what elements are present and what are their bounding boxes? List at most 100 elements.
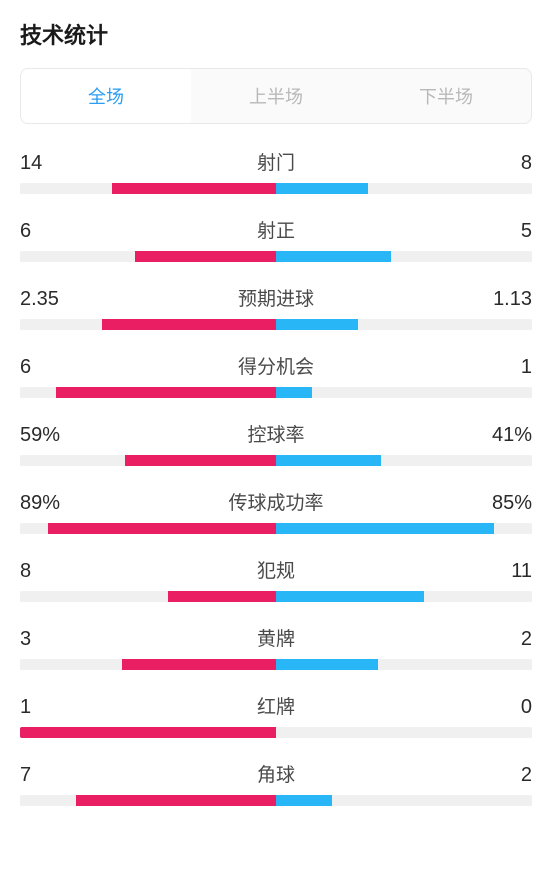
stat-row: 59%控球率41% — [20, 420, 532, 466]
bar-right-track — [276, 591, 532, 602]
stat-label: 控球率 — [80, 420, 472, 447]
bar-right-track — [276, 183, 532, 194]
bar-right-fill — [276, 387, 312, 398]
bar-right-fill — [276, 319, 358, 330]
bar-left-fill — [135, 251, 276, 262]
bar-right-fill — [276, 591, 424, 602]
tab-first-half[interactable]: 上半场 — [191, 69, 361, 123]
bar-right-fill — [276, 523, 494, 534]
stat-left-value: 6 — [20, 356, 80, 379]
stat-row: 1红牌0 — [20, 692, 532, 738]
bar-left-track — [20, 659, 276, 670]
bar-left-fill — [76, 795, 276, 806]
bar-left-track — [20, 387, 276, 398]
bar-left-track — [20, 727, 276, 738]
stat-row: 89%传球成功率85% — [20, 488, 532, 534]
bar-left-track — [20, 523, 276, 534]
stat-bar — [20, 795, 532, 806]
stat-bar — [20, 659, 532, 670]
stat-right-value: 5 — [472, 220, 532, 243]
bar-right-track — [276, 455, 532, 466]
stat-label: 犯规 — [80, 556, 472, 583]
stat-row: 2.35预期进球1.13 — [20, 284, 532, 330]
stat-header: 59%控球率41% — [20, 420, 532, 447]
stat-header: 89%传球成功率85% — [20, 488, 532, 515]
page-title: 技术统计 — [20, 18, 532, 50]
bar-right-track — [276, 795, 532, 806]
stat-bar — [20, 591, 532, 602]
stat-left-value: 6 — [20, 220, 80, 243]
bar-right-track — [276, 523, 532, 534]
stats-list: 14射门86射正52.35预期进球1.136得分机会159%控球率41%89%传… — [20, 148, 532, 806]
stat-bar — [20, 387, 532, 398]
bar-right-track — [276, 387, 532, 398]
stat-left-value: 2.35 — [20, 288, 80, 311]
stat-right-value: 1.13 — [472, 288, 532, 311]
bar-right-fill — [276, 795, 332, 806]
bar-right-track — [276, 727, 532, 738]
stat-left-value: 59% — [20, 424, 80, 447]
stat-header: 2.35预期进球1.13 — [20, 284, 532, 311]
bar-right-fill — [276, 183, 368, 194]
stat-bar — [20, 455, 532, 466]
stat-label: 黄牌 — [80, 624, 472, 651]
bar-left-fill — [112, 183, 276, 194]
bar-left-track — [20, 591, 276, 602]
tab-full[interactable]: 全场 — [21, 69, 191, 123]
bar-left-fill — [56, 387, 276, 398]
stat-label: 传球成功率 — [80, 488, 472, 515]
stat-bar — [20, 183, 532, 194]
stat-right-value: 11 — [472, 560, 532, 583]
bar-left-fill — [20, 727, 276, 738]
stat-bar — [20, 251, 532, 262]
stat-header: 3黄牌2 — [20, 624, 532, 651]
stat-label: 射门 — [80, 148, 472, 175]
stat-right-value: 2 — [472, 628, 532, 651]
stat-right-value: 8 — [472, 152, 532, 175]
stat-bar — [20, 319, 532, 330]
stat-label: 角球 — [80, 760, 472, 787]
bar-left-fill — [168, 591, 276, 602]
bar-right-fill — [276, 659, 378, 670]
stat-header: 7角球2 — [20, 760, 532, 787]
stat-left-value: 89% — [20, 492, 80, 515]
stat-left-value: 1 — [20, 696, 80, 719]
stat-row: 7角球2 — [20, 760, 532, 806]
stat-left-value: 3 — [20, 628, 80, 651]
stat-header: 14射门8 — [20, 148, 532, 175]
bar-left-track — [20, 455, 276, 466]
period-tabs: 全场 上半场 下半场 — [20, 68, 532, 124]
bar-left-fill — [125, 455, 276, 466]
stats-panel: 技术统计 全场 上半场 下半场 14射门86射正52.35预期进球1.136得分… — [0, 0, 552, 806]
stat-row: 6射正5 — [20, 216, 532, 262]
bar-left-track — [20, 251, 276, 262]
stat-header: 1红牌0 — [20, 692, 532, 719]
stat-row: 3黄牌2 — [20, 624, 532, 670]
bar-right-track — [276, 659, 532, 670]
stat-right-value: 1 — [472, 356, 532, 379]
bar-left-fill — [102, 319, 276, 330]
bar-left-fill — [122, 659, 276, 670]
stat-right-value: 2 — [472, 764, 532, 787]
stat-right-value: 0 — [472, 696, 532, 719]
stat-row: 6得分机会1 — [20, 352, 532, 398]
stat-left-value: 14 — [20, 152, 80, 175]
bar-left-track — [20, 319, 276, 330]
stat-label: 射正 — [80, 216, 472, 243]
stat-row: 8犯规11 — [20, 556, 532, 602]
stat-left-value: 8 — [20, 560, 80, 583]
bar-left-fill — [48, 523, 276, 534]
stat-label: 红牌 — [80, 692, 472, 719]
tab-second-half[interactable]: 下半场 — [361, 69, 531, 123]
stat-row: 14射门8 — [20, 148, 532, 194]
stat-right-value: 41% — [472, 424, 532, 447]
stat-right-value: 85% — [472, 492, 532, 515]
bar-right-track — [276, 251, 532, 262]
stat-bar — [20, 727, 532, 738]
bar-right-fill — [276, 455, 381, 466]
stat-bar — [20, 523, 532, 534]
stat-label: 预期进球 — [80, 284, 472, 311]
bar-left-track — [20, 795, 276, 806]
bar-right-fill — [276, 251, 391, 262]
stat-left-value: 7 — [20, 764, 80, 787]
